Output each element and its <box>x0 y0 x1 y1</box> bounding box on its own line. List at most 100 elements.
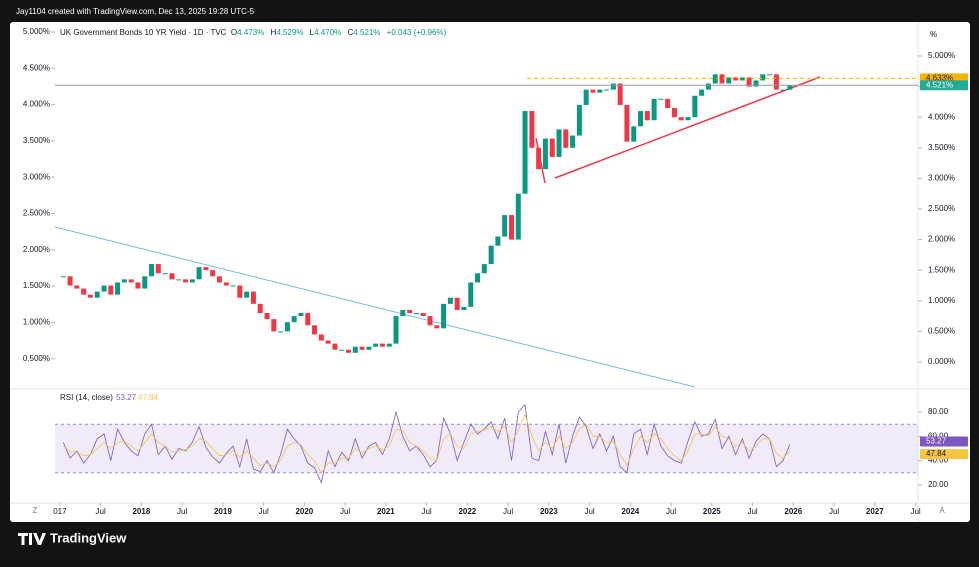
candle <box>230 285 236 287</box>
candle <box>284 322 290 332</box>
candle <box>189 279 195 283</box>
candle <box>183 279 189 283</box>
candle <box>495 236 501 246</box>
y2-tick-label: 3.000% <box>23 172 50 181</box>
trend-line <box>54 226 696 388</box>
candle <box>196 267 202 280</box>
candle <box>162 273 168 275</box>
candle <box>522 111 528 194</box>
candle <box>719 74 725 84</box>
x-tick-label: Jul <box>96 507 106 516</box>
price-label: 4.521% <box>926 80 953 89</box>
candle <box>434 325 440 329</box>
y-tick-label: 60.00 <box>928 431 949 440</box>
x-tick-label: 2027 <box>866 507 884 516</box>
candle <box>760 74 766 81</box>
rsi-value-label: 47.84 <box>926 449 947 458</box>
scale-unit: % <box>930 30 937 39</box>
candle <box>420 313 426 317</box>
x-tick-label: 2023 <box>540 507 558 516</box>
ohlc-value: 4.529% <box>276 28 304 37</box>
rsi-line <box>62 403 791 484</box>
candle <box>393 316 399 344</box>
candle <box>780 89 786 91</box>
x-tick-label: Jul <box>910 507 920 516</box>
candle <box>60 276 66 278</box>
candle <box>386 343 392 347</box>
x-tick-label: Jul <box>421 507 431 516</box>
candle <box>773 74 779 90</box>
candle <box>672 107 678 118</box>
auto-button[interactable]: A <box>939 506 945 515</box>
y-tick-label: 5.000% <box>928 51 955 60</box>
y-tick-label: 2.500% <box>928 204 955 213</box>
candle <box>481 264 487 274</box>
candle <box>291 316 297 323</box>
x-tick-label: 2019 <box>214 507 232 516</box>
candle <box>115 282 121 295</box>
y2-tick-label: 3.500% <box>23 136 50 145</box>
y2-tick-label: 1.500% <box>23 281 50 290</box>
candle <box>155 264 161 274</box>
candle <box>244 291 250 298</box>
candle <box>733 77 739 81</box>
candle <box>94 291 100 298</box>
candle <box>264 313 270 320</box>
candle <box>468 282 474 307</box>
candle <box>685 117 691 121</box>
rsi-value-box <box>920 449 968 460</box>
candle <box>400 309 406 317</box>
y-tick-label: 80.00 <box>928 407 949 416</box>
ohlc-value: 4.473% <box>237 28 265 37</box>
candle <box>312 325 318 335</box>
candle <box>352 346 358 353</box>
candle <box>638 111 644 127</box>
candle <box>325 340 331 344</box>
y-tick-label: 1.000% <box>928 296 955 305</box>
x-tick-label: 2020 <box>295 507 313 516</box>
candle <box>563 129 569 148</box>
y-tick-label: 4.000% <box>928 112 955 121</box>
candle <box>447 297 453 304</box>
y-tick-label: 3.500% <box>928 143 955 152</box>
zoom-button[interactable]: Z <box>33 506 38 515</box>
rsi-legend-value: 47.84 <box>138 393 159 402</box>
candle <box>644 111 650 121</box>
change: +0.043 (+0.96%) <box>386 28 447 37</box>
candle <box>556 129 562 157</box>
ohlc-value: 4.470% <box>314 28 342 37</box>
candle <box>705 83 711 90</box>
candle <box>142 276 148 289</box>
candle <box>128 279 134 283</box>
ohlc-key: O <box>230 28 238 37</box>
ohlc-value: 4.521% <box>353 28 381 37</box>
candle <box>346 349 352 353</box>
candle <box>379 343 385 347</box>
candle <box>441 303 447 329</box>
candle <box>108 285 114 295</box>
candle <box>658 98 664 100</box>
candle <box>74 285 80 289</box>
candle <box>135 282 141 289</box>
candle <box>712 74 718 84</box>
candle <box>509 215 515 240</box>
candle <box>542 138 548 170</box>
candle <box>271 319 277 332</box>
candle <box>529 111 535 148</box>
y-tick-label: 0.500% <box>928 326 955 335</box>
candle <box>223 282 229 286</box>
candle <box>216 276 222 283</box>
candle <box>278 331 284 333</box>
candle <box>359 346 365 350</box>
x-tick-label: Jul <box>340 507 350 516</box>
candle <box>678 117 684 121</box>
candle <box>121 279 127 283</box>
ohlc-key: H <box>270 28 277 37</box>
brand: TradingView <box>50 530 127 545</box>
candle <box>427 316 433 326</box>
candle <box>787 85 793 90</box>
candle <box>407 309 413 314</box>
x-tick-label: Jul <box>259 507 269 516</box>
